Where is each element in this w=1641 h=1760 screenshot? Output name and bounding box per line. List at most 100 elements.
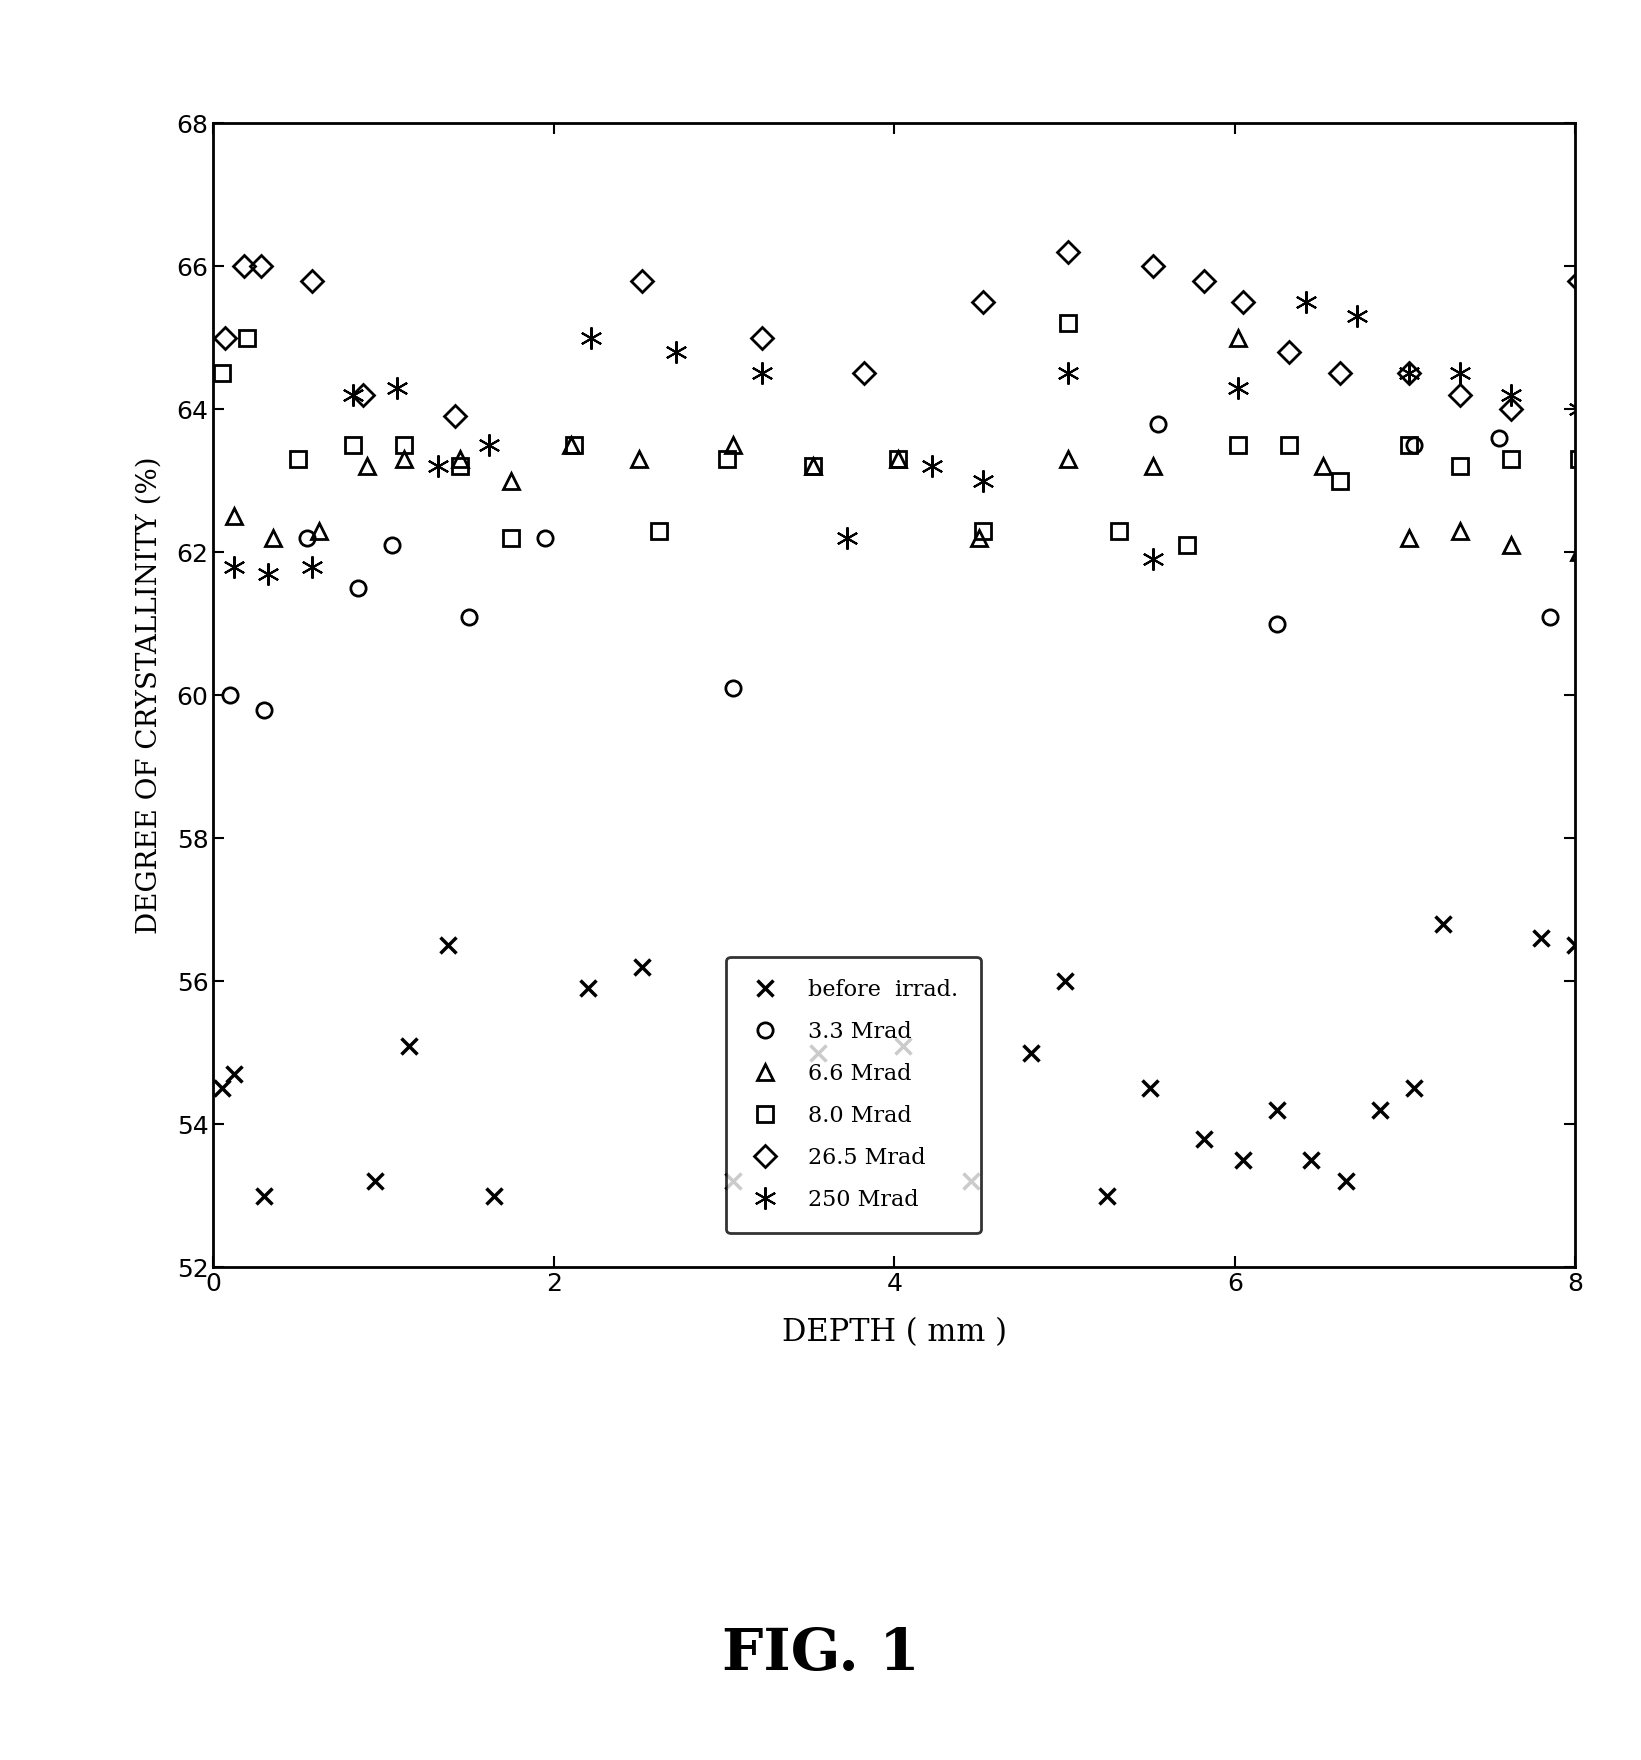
before  irrad.	[297, 1306, 317, 1327]
26.5 Mrad	[1144, 255, 1163, 276]
26.5 Mrad	[632, 269, 651, 290]
26.5 Mrad	[353, 384, 373, 405]
before  irrad.	[1301, 1149, 1321, 1170]
26.5 Mrad	[1195, 269, 1214, 290]
26.5 Mrad	[1058, 241, 1078, 262]
26.5 Mrad	[1502, 398, 1521, 419]
250 Mrad	[258, 563, 277, 584]
250 Mrad	[837, 528, 857, 549]
250 Mrad	[752, 363, 771, 384]
6.6 Mrad	[263, 528, 282, 549]
26.5 Mrad	[302, 269, 322, 290]
26.5 Mrad	[1449, 384, 1469, 405]
26.5 Mrad	[1398, 363, 1418, 384]
before  irrad.	[807, 1042, 827, 1063]
250 Mrad	[1229, 377, 1249, 398]
3.3 Mrad	[1403, 435, 1423, 456]
250 Mrad	[1296, 292, 1316, 313]
8.0 Mrad	[717, 449, 737, 470]
before  irrad.	[722, 1170, 742, 1192]
6.6 Mrad	[802, 456, 822, 477]
before  irrad.	[1403, 1077, 1423, 1098]
before  irrad.	[1531, 928, 1551, 949]
before  irrad.	[1336, 1170, 1355, 1192]
6.6 Mrad	[450, 449, 469, 470]
6.6 Mrad	[309, 521, 328, 542]
before  irrad.	[1234, 1149, 1254, 1170]
26.5 Mrad	[251, 255, 271, 276]
3.3 Mrad	[722, 678, 742, 699]
26.5 Mrad	[752, 327, 771, 348]
6.6 Mrad	[1313, 456, 1332, 477]
3.3 Mrad	[459, 605, 479, 627]
Line: 26.5 Mrad: 26.5 Mrad	[218, 245, 1587, 424]
3.3 Mrad	[1539, 605, 1559, 627]
8.0 Mrad	[394, 435, 414, 456]
Line: 8.0 Mrad: 8.0 Mrad	[215, 315, 1587, 553]
8.0 Mrad	[238, 327, 258, 348]
6.6 Mrad	[1398, 528, 1418, 549]
6.6 Mrad	[722, 435, 742, 456]
26.5 Mrad	[1280, 341, 1300, 363]
8.0 Mrad	[1177, 535, 1196, 556]
6.6 Mrad	[1229, 327, 1249, 348]
8.0 Mrad	[1280, 435, 1300, 456]
26.5 Mrad	[853, 363, 873, 384]
before  irrad.	[399, 1035, 418, 1056]
8.0 Mrad	[502, 528, 522, 549]
26.5 Mrad	[235, 255, 254, 276]
before  irrad.	[1267, 1100, 1287, 1121]
6.6 Mrad	[1569, 542, 1588, 563]
before  irrad.	[1566, 935, 1585, 956]
250 Mrad	[1398, 363, 1418, 384]
250 Mrad	[387, 377, 407, 398]
250 Mrad	[1347, 306, 1367, 327]
3.3 Mrad	[1149, 414, 1168, 435]
3.3 Mrad	[535, 528, 555, 549]
8.0 Mrad	[343, 435, 363, 456]
250 Mrad	[922, 456, 942, 477]
250 Mrad	[581, 327, 601, 348]
250 Mrad	[1502, 384, 1521, 405]
8.0 Mrad	[450, 456, 469, 477]
before  irrad.	[1098, 1184, 1118, 1206]
8.0 Mrad	[1398, 435, 1418, 456]
6.6 Mrad	[1449, 521, 1469, 542]
8.0 Mrad	[650, 521, 670, 542]
250 Mrad	[973, 470, 993, 491]
Text: FIG. 1: FIG. 1	[722, 1626, 919, 1683]
before  irrad.	[1140, 1077, 1160, 1098]
3.3 Mrad	[254, 699, 274, 720]
250 Mrad	[223, 556, 243, 577]
3.3 Mrad	[297, 528, 317, 549]
6.6 Mrad	[629, 449, 648, 470]
before  irrad.	[893, 1035, 912, 1056]
250 Mrad	[343, 384, 363, 405]
before  irrad.	[1433, 913, 1452, 935]
before  irrad.	[962, 1170, 981, 1192]
26.5 Mrad	[1569, 269, 1588, 290]
3.3 Mrad	[220, 685, 240, 706]
250 Mrad	[479, 435, 499, 456]
6.6 Mrad	[888, 449, 907, 470]
6.6 Mrad	[356, 456, 376, 477]
8.0 Mrad	[212, 363, 231, 384]
3.3 Mrad	[382, 535, 402, 556]
before  irrad.	[632, 956, 651, 977]
Y-axis label: DEGREE OF CRYSTALLINITY (%): DEGREE OF CRYSTALLINITY (%)	[136, 456, 162, 935]
before  irrad.	[366, 1170, 386, 1192]
26.5 Mrad	[445, 407, 464, 428]
X-axis label: DEPTH ( mm ): DEPTH ( mm )	[781, 1316, 1008, 1348]
6.6 Mrad	[502, 470, 522, 491]
before  irrad.	[484, 1184, 504, 1206]
Line: 6.6 Mrad: 6.6 Mrad	[226, 331, 1587, 560]
Line: before  irrad.: before irrad.	[215, 917, 1584, 1360]
before  irrad.	[578, 979, 597, 1000]
8.0 Mrad	[289, 449, 309, 470]
250 Mrad	[1569, 398, 1588, 419]
8.0 Mrad	[1569, 449, 1588, 470]
before  irrad.	[1055, 970, 1075, 991]
before  irrad.	[438, 935, 458, 956]
8.0 Mrad	[1229, 435, 1249, 456]
Legend: before  irrad., 3.3 Mrad, 6.6 Mrad, 8.0 Mrad, 26.5 Mrad, 250 Mrad: before irrad., 3.3 Mrad, 6.6 Mrad, 8.0 M…	[727, 957, 981, 1234]
